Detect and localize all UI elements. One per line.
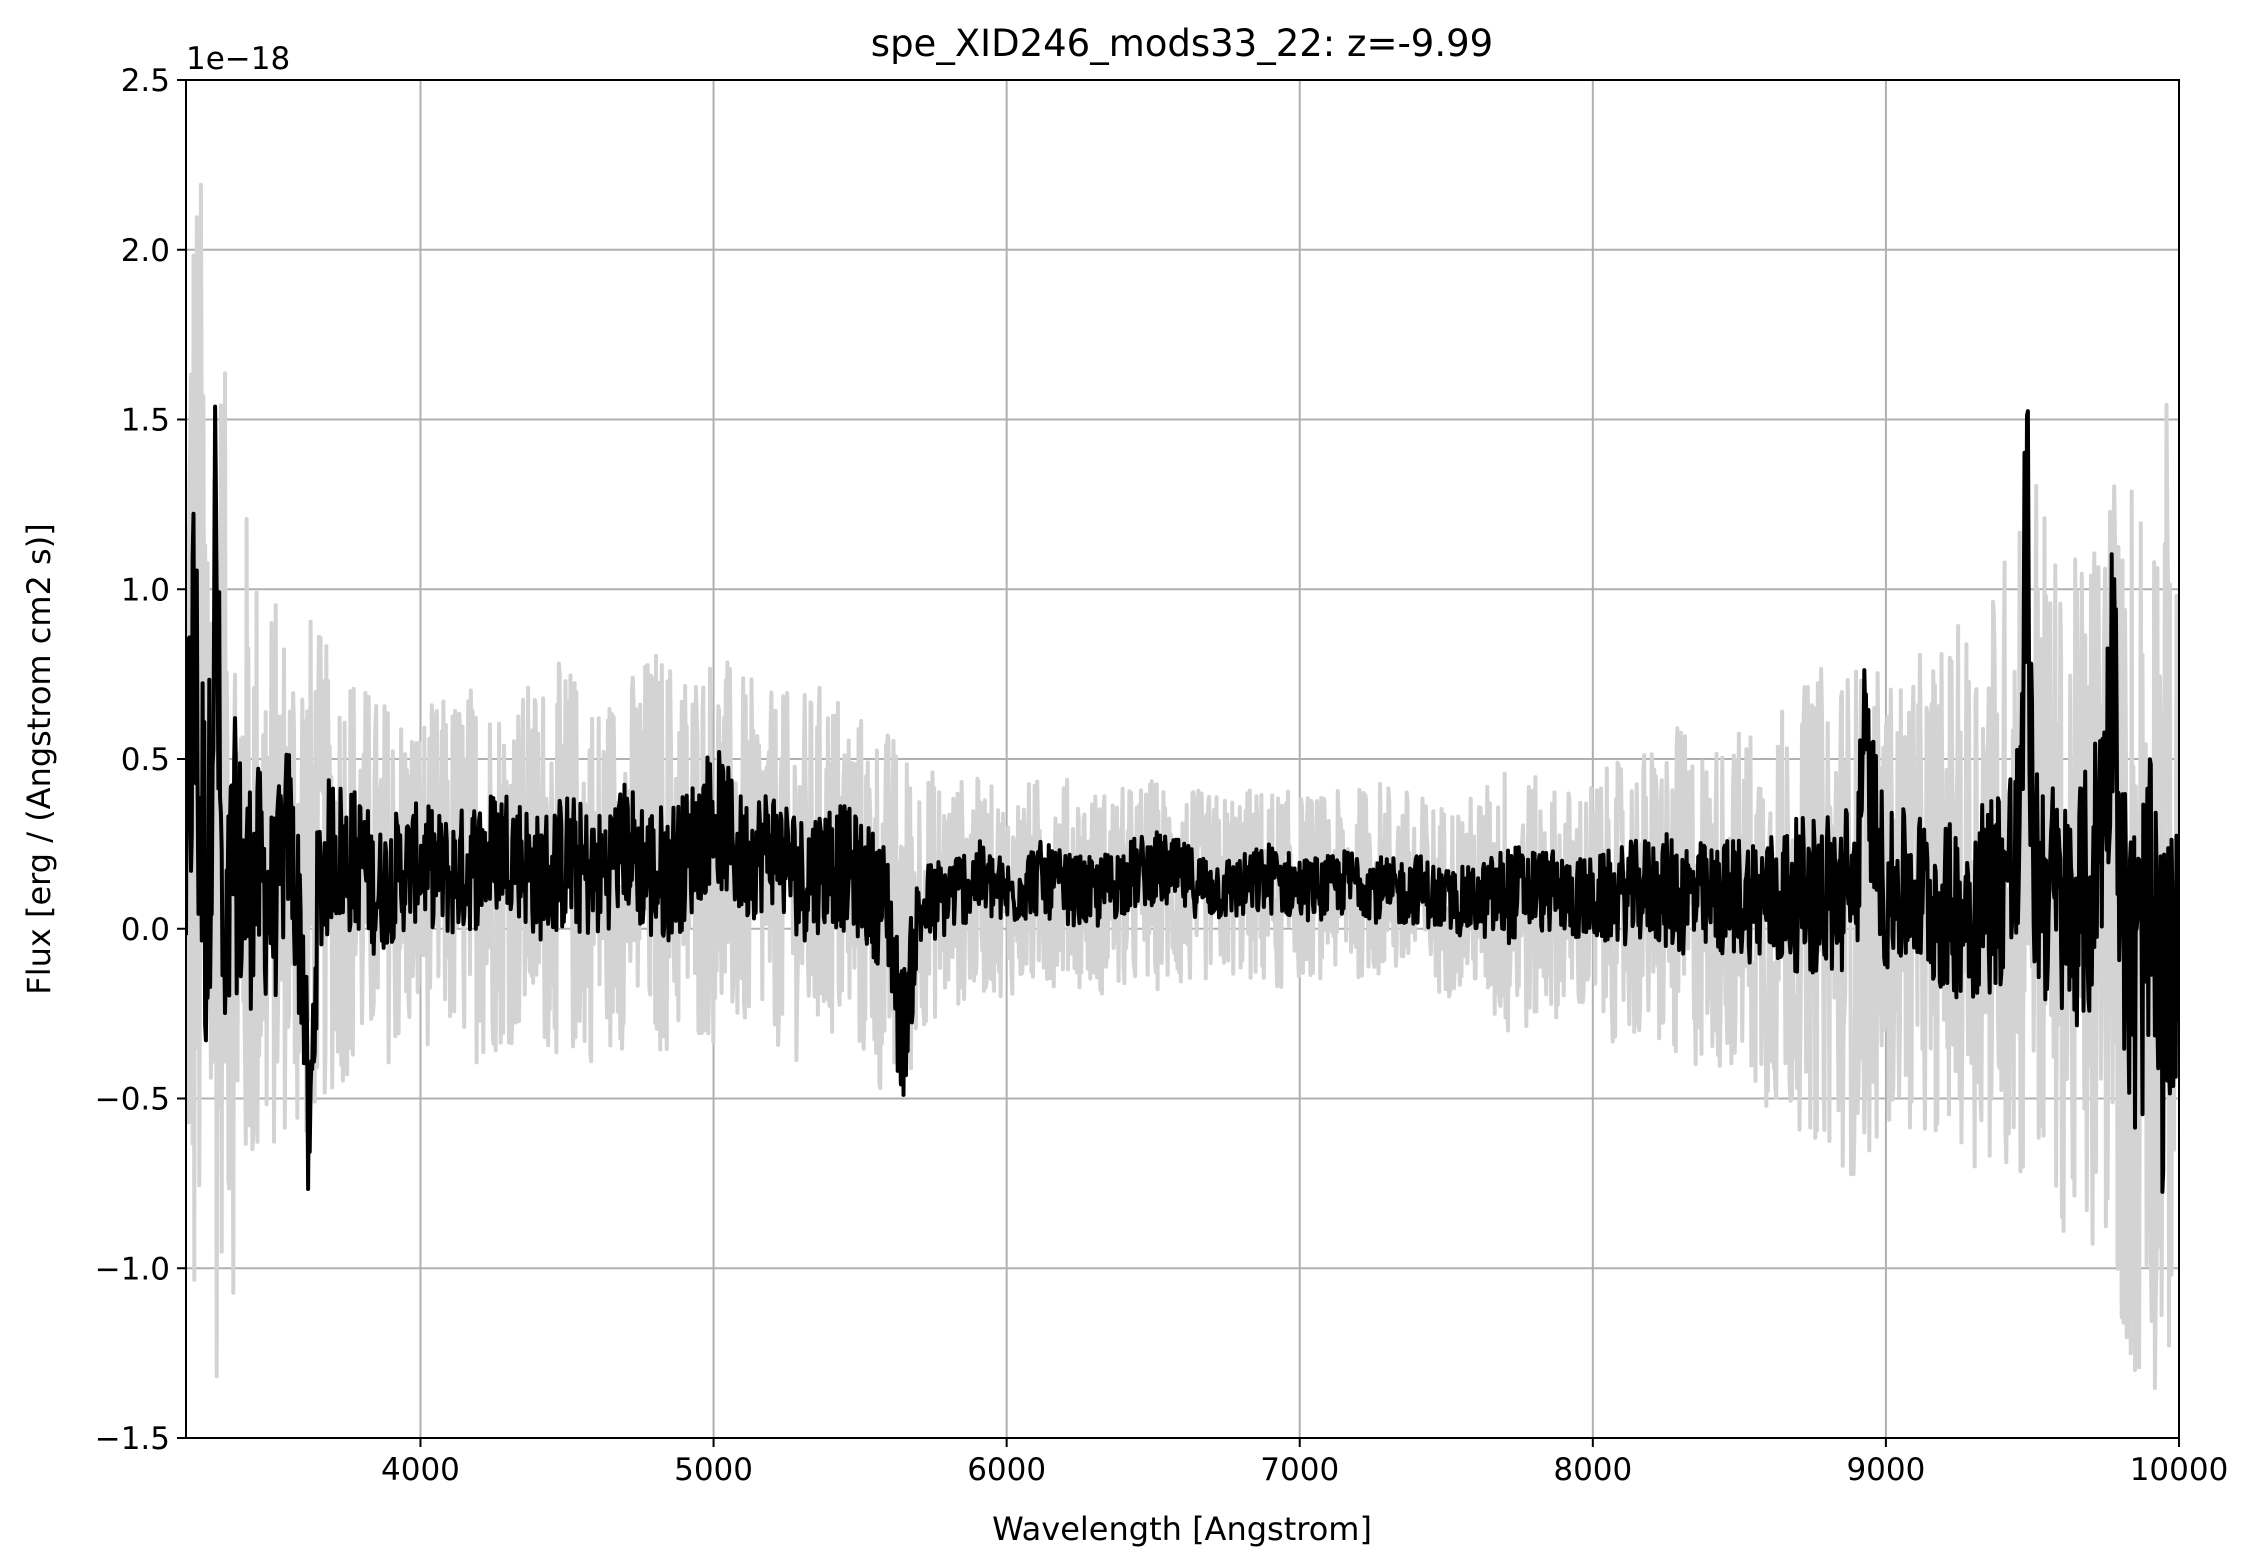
y-tick-label: 1.0 xyxy=(121,572,170,608)
x-tick-label: 5000 xyxy=(674,1452,753,1488)
y-axis-ticks: −1.5 −1.0 −0.5 0.0 0.5 1.0 1.5 2.0 2.5 xyxy=(95,63,186,1457)
y-tick-label: 1.5 xyxy=(121,403,170,439)
y-tick-label: 2.0 xyxy=(121,233,170,269)
y-axis-offset-text: 1e−18 xyxy=(186,41,290,77)
x-tick-label: 4000 xyxy=(381,1452,460,1488)
chart-title: spe_XID246_mods33_22: z=-9.99 xyxy=(871,22,1493,65)
y-tick-label: −0.5 xyxy=(95,1082,170,1118)
y-tick-label: −1.0 xyxy=(95,1251,170,1287)
x-axis-label: Wavelength [Angstrom] xyxy=(992,1510,1372,1548)
y-tick-label: −1.5 xyxy=(95,1421,170,1457)
y-tick-label: 0.5 xyxy=(121,742,170,778)
x-tick-label: 9000 xyxy=(1846,1452,1925,1488)
y-tick-label: 2.5 xyxy=(121,63,170,99)
y-axis-label: Flux [erg / (Angstrom cm2 s)] xyxy=(20,523,58,994)
x-tick-label: 10000 xyxy=(2130,1452,2229,1488)
flux-series-line xyxy=(186,404,2179,1194)
x-tick-label: 8000 xyxy=(1553,1452,1632,1488)
x-tick-label: 6000 xyxy=(967,1452,1046,1488)
y-tick-label: 0.0 xyxy=(121,912,170,948)
x-tick-label: 7000 xyxy=(1260,1452,1339,1488)
x-axis-ticks: 4000 5000 6000 7000 8000 9000 10000 xyxy=(381,1438,2228,1488)
data-layer xyxy=(186,182,2179,1390)
